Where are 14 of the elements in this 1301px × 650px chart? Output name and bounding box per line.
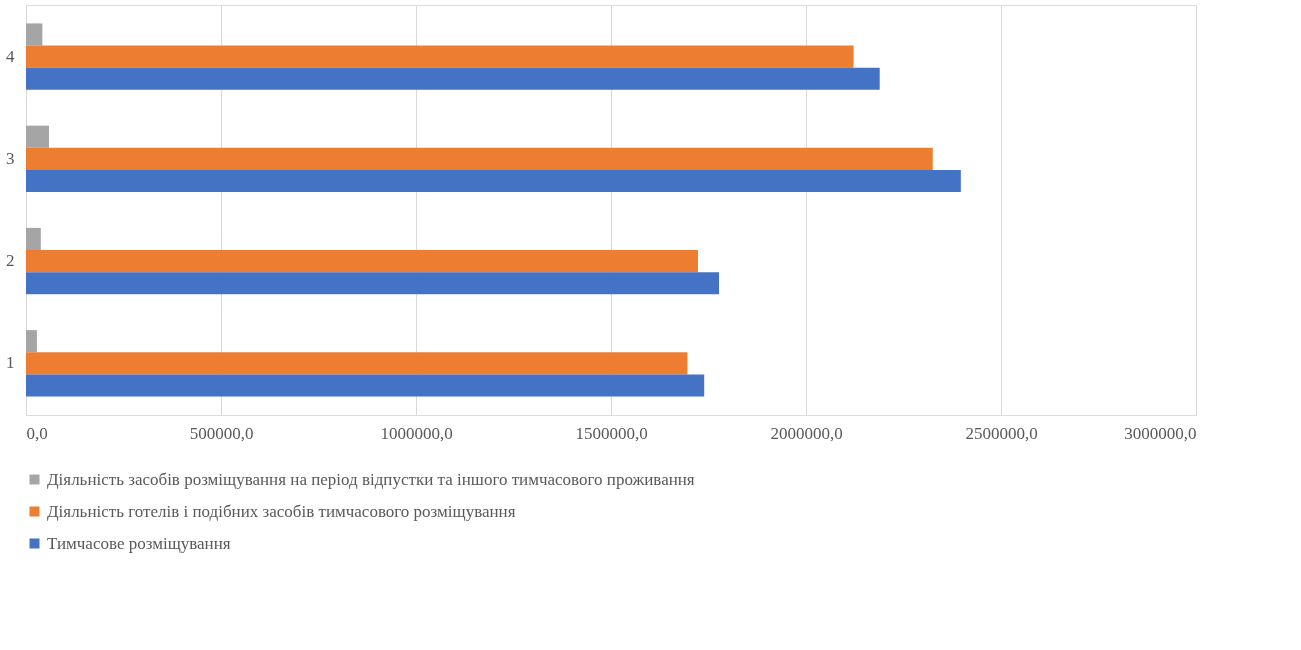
y-tick-label: 1 xyxy=(6,353,15,373)
y-tick-label: 3 xyxy=(6,148,15,168)
x-tick-label: 2000000,0 xyxy=(770,423,843,443)
y-tick-label: 4 xyxy=(6,46,15,66)
x-tick-label: 500000,0 xyxy=(189,423,254,443)
legend-label: Діяльність готелів і подібних засобів тимчасового розміщування xyxy=(47,501,516,521)
legend-label: Діяльність засобів розміщування на період відпустки та іншого тимчасового проживання xyxy=(47,469,695,489)
x-tick-label: 0,0 xyxy=(26,423,48,443)
x-tick-label: 3000000,0 xyxy=(1124,423,1197,443)
legend-label: Тимчасове розміщування xyxy=(47,533,231,553)
x-tick-label: 2500000,0 xyxy=(965,423,1038,443)
x-tick-label: 1000000,0 xyxy=(380,423,453,443)
x-tick-label: 1500000,0 xyxy=(575,423,648,443)
y-tick-label: 2 xyxy=(6,251,15,271)
